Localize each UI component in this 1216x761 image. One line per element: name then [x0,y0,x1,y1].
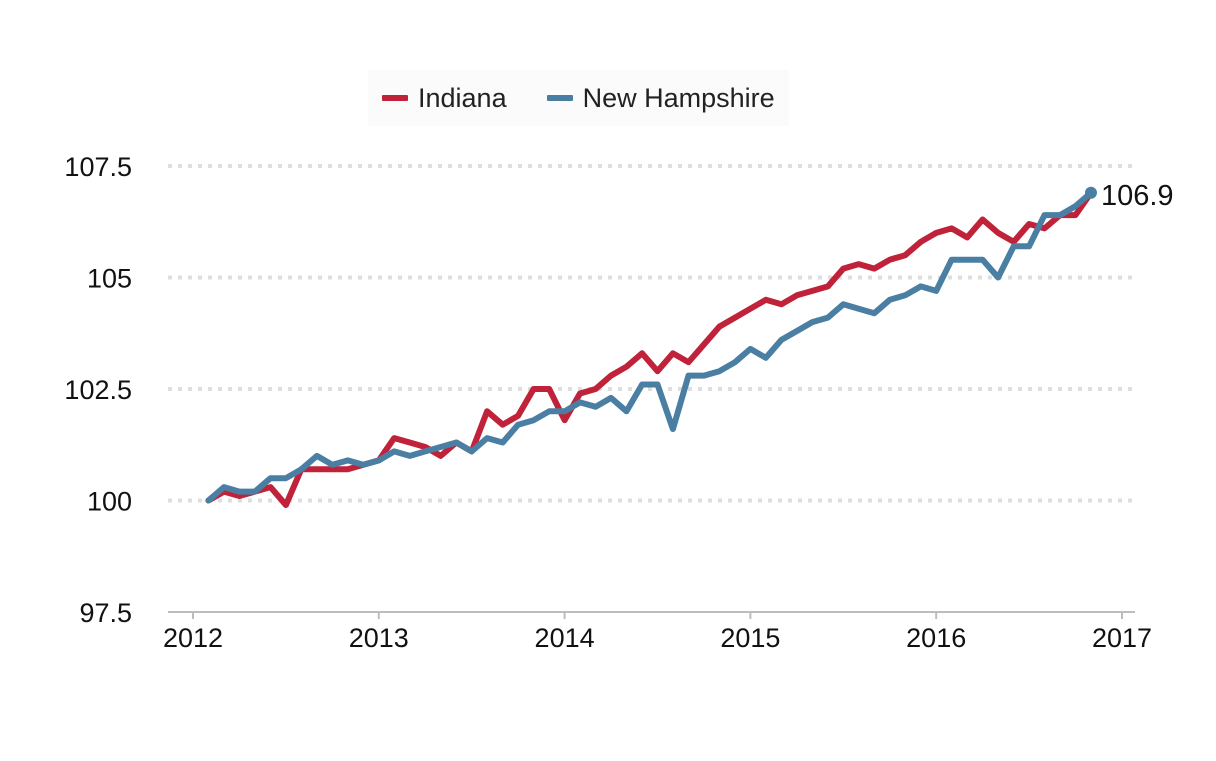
legend: Indiana New Hampshire [368,70,789,126]
x-tick-label: 2017 [1092,623,1152,653]
axes [168,611,1135,619]
x-tick-label: 2014 [535,623,595,653]
x-tick-label: 2015 [720,623,780,653]
series-line-new-hampshire [205,189,1094,504]
legend-item-new-hampshire: New Hampshire [546,82,775,114]
legend-swatch-new-hampshire [546,95,573,101]
y-tick-label: 105 [87,264,132,294]
x-tick-label: 2012 [163,623,223,653]
legend-swatch-indiana [382,95,408,101]
legend-label-indiana: Indiana [418,82,507,113]
series-line-indiana [205,189,1094,508]
y-tick-label: 102.5 [64,375,132,405]
x-tick-label: 2016 [906,623,966,653]
y-tick-label: 97.5 [79,598,132,628]
legend-label-new-hampshire: New Hampshire [582,82,775,113]
end-value-label: 106.9 [1101,180,1174,212]
gridlines [168,164,1135,503]
series-lines [205,186,1097,508]
y-tick-label: 107.5 [64,152,132,182]
x-tick-label: 2013 [349,623,409,653]
tick-labels: 97.5 100 102.5 105 107.5 2012 2013 2014 2015 2016… [64,152,1173,653]
y-tick-label: 100 [87,487,132,517]
legend-item-indiana: Indiana [382,83,507,114]
end-point-marker [1084,186,1097,199]
